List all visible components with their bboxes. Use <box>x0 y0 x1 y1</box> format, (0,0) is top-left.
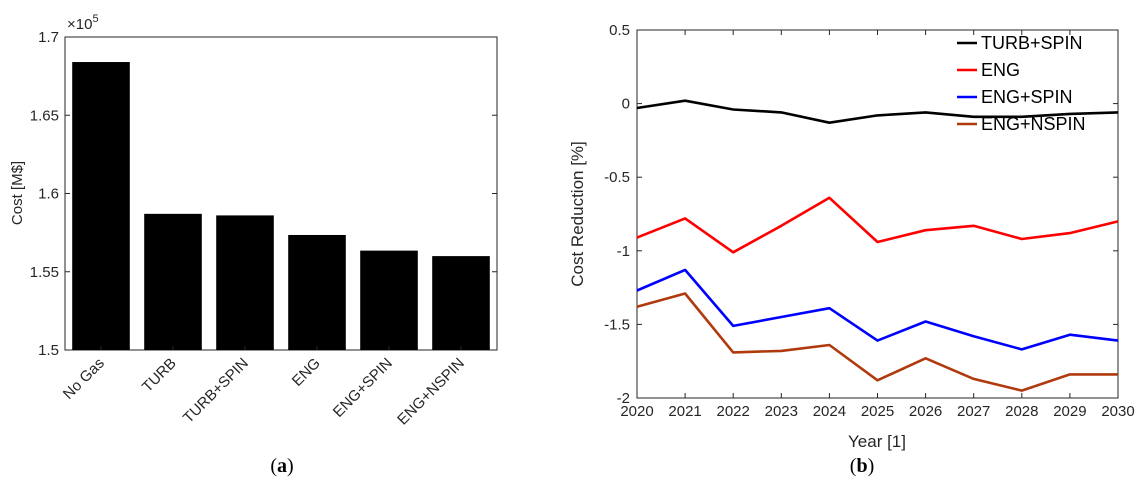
y-tick-label: -0.5 <box>604 169 630 186</box>
x-tick-label: TURB <box>139 355 180 396</box>
bar <box>360 250 418 350</box>
y-tick-label: 1.65 <box>30 107 59 124</box>
y-tick-label: 0 <box>622 96 630 113</box>
legend-label: ENG+NSPIN <box>981 114 1086 134</box>
x-tick-label: No Gas <box>60 355 108 403</box>
x-tick-label: 2030 <box>1101 403 1134 420</box>
y-tick-label: 1.7 <box>38 29 59 46</box>
line-chart-series <box>636 99 1119 392</box>
x-tick-label: 2022 <box>717 403 750 420</box>
bar-chart-multiplier: ×105 <box>67 13 99 33</box>
y-tick-label: 1.6 <box>38 186 59 203</box>
line-chart-panel: -2-1.5-1-0.500.5 2020 2021 2022 2023 2024 202… <box>568 22 1135 477</box>
x-tick-label: 2029 <box>1053 403 1086 420</box>
series-line-eng-spin <box>636 268 1119 351</box>
line-chart-y-ticks: -2 -1.5 -1 -0.5 0 0.5 <box>604 22 1118 407</box>
legend-label: TURB+SPIN <box>981 33 1083 53</box>
x-tick-label: 2025 <box>861 403 894 420</box>
line-chart-legend: TURB+SPIN ENG ENG+SPIN ENG+NSPIN <box>957 33 1086 134</box>
bar <box>288 234 346 350</box>
bar-chart-bars <box>72 62 490 350</box>
bar <box>216 215 274 350</box>
line-chart-caption: (b) <box>850 455 874 477</box>
bar-chart-panel: 1.5 1.55 1.6 1.65 1.7 No Gas TURB TURB+SPIN ENG… <box>9 13 498 477</box>
y-tick-label: 1.5 <box>38 342 59 359</box>
bar-chart-y-axis-label: Cost [M$] <box>9 161 26 225</box>
x-tick-label: ENG+NSPIN <box>394 355 468 429</box>
series-line-turb-spin <box>636 99 1119 124</box>
series-line-eng-nspin <box>636 292 1118 392</box>
x-tick-label: TURB+SPIN <box>180 355 252 427</box>
y-tick-label: -2 <box>617 390 630 407</box>
y-tick-label: -1.5 <box>604 316 630 333</box>
line-chart-x-ticks: 2020 2021 2022 2023 2024 2025 2026 2027 2028 2029… <box>620 30 1135 420</box>
x-tick-label: 2028 <box>1005 403 1038 420</box>
x-tick-label: ENG <box>289 355 324 390</box>
bar <box>144 213 202 350</box>
bar <box>432 256 490 350</box>
series-line-eng <box>636 196 1119 254</box>
legend-label: ENG+SPIN <box>981 87 1073 107</box>
line-chart-y-axis-label: Cost Reduction [%] <box>568 141 587 287</box>
x-tick-label: ENG+SPIN <box>330 355 396 421</box>
legend-label: ENG <box>981 60 1020 80</box>
bar <box>72 62 130 350</box>
x-tick-label: 2027 <box>957 403 990 420</box>
x-tick-label: 2020 <box>620 403 653 420</box>
x-tick-label: 2026 <box>909 403 942 420</box>
x-tick-label: 2023 <box>765 403 798 420</box>
y-tick-label: 1.55 <box>30 264 59 281</box>
line-chart-x-axis-label: Year [1] <box>848 432 906 451</box>
y-tick-label: 0.5 <box>609 22 630 39</box>
y-tick-label: -1 <box>617 243 630 260</box>
bar-chart-caption: (a) <box>270 455 293 477</box>
x-tick-label: 2024 <box>813 403 846 420</box>
bar-chart-y-ticks: 1.5 1.55 1.6 1.65 1.7 <box>30 29 497 359</box>
x-tick-label: 2021 <box>668 403 701 420</box>
